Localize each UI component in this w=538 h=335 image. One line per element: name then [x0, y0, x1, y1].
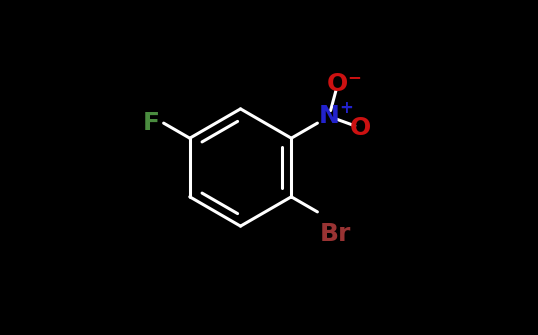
Text: −: − — [347, 68, 361, 86]
Text: O: O — [327, 72, 348, 96]
Text: O: O — [350, 116, 371, 140]
Text: Br: Br — [320, 222, 351, 246]
Text: N: N — [318, 105, 339, 128]
Text: F: F — [143, 111, 160, 135]
Text: +: + — [339, 99, 353, 117]
